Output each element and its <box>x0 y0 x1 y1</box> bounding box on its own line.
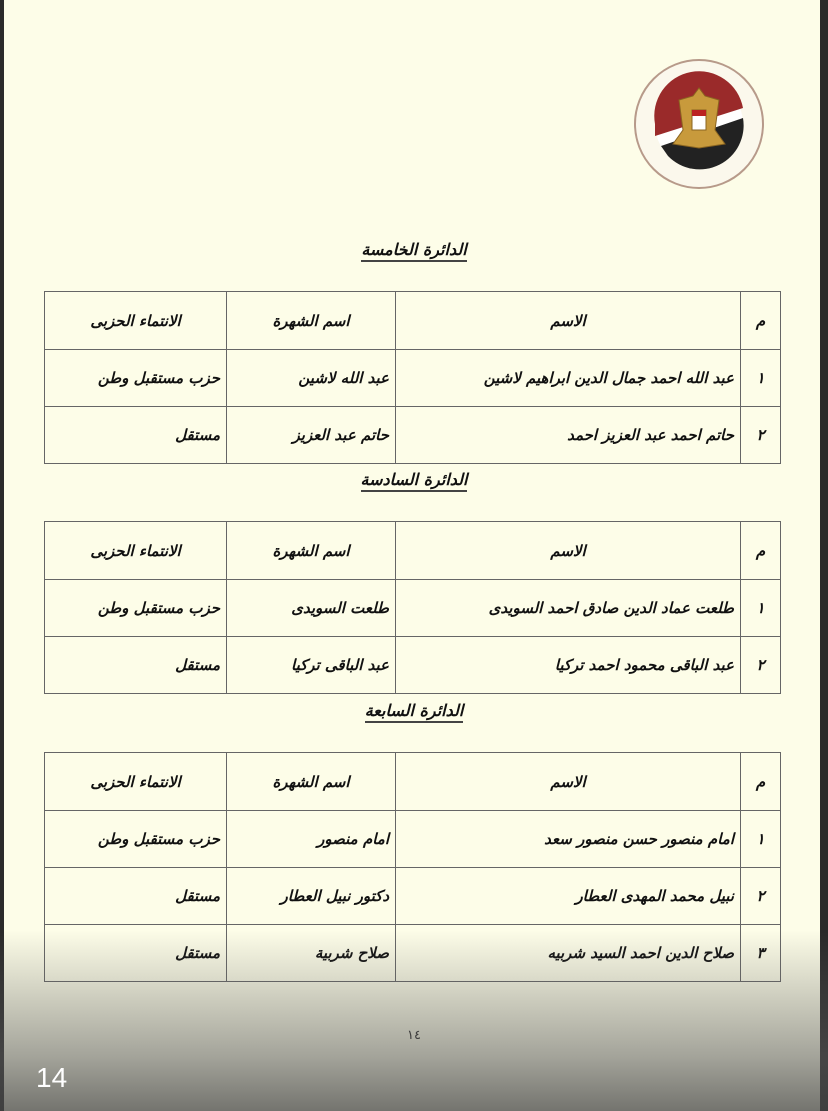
row-popular-name: امام منصور <box>226 810 396 868</box>
row-party: مستقل <box>44 924 227 982</box>
row-num: ١ <box>740 349 781 407</box>
row-popular-name: طلعت السويدى <box>226 579 396 637</box>
row-party: حزب مستقبل وطن <box>44 810 227 868</box>
row-popular-name: صلاح شربية <box>226 924 396 982</box>
col-party: الانتماء الحزبى <box>44 521 227 580</box>
row-party: مستقل <box>44 636 227 694</box>
row-num: ٢ <box>740 406 781 464</box>
row-party: مستقل <box>44 867 227 925</box>
row-party: حزب مستقبل وطن <box>44 349 227 407</box>
row-party: حزب مستقبل وطن <box>44 579 227 637</box>
row-name: عبد الباقى محمود احمد تركيا <box>395 636 741 694</box>
row-name: نبيل محمد المهدى العطار <box>395 867 741 925</box>
candidates-table: م الاسم اسم الشهرة الانتماء الحزبى ١ امام من… <box>44 752 781 982</box>
col-num: م <box>740 521 781 580</box>
candidates-table: م الاسم اسم الشهرة الانتماء الحزبى ١ طلعت عم… <box>44 521 781 694</box>
table-row: ٢ نبيل محمد المهدى العطار دكتور نبيل العطا… <box>44 867 781 925</box>
table-row: ٣ صلاح الدين احمد السيد شربيه صلاح شربية مس… <box>44 924 781 982</box>
col-name: الاسم <box>395 291 741 350</box>
col-num: م <box>740 752 781 811</box>
col-name: الاسم <box>395 752 741 811</box>
table-header: م الاسم اسم الشهرة الانتماء الحزبى <box>44 752 781 811</box>
col-party: الانتماء الحزبى <box>44 752 227 811</box>
col-num: م <box>740 291 781 350</box>
row-num: ٣ <box>740 924 781 982</box>
row-name: حاتم احمد عبد العزيز احمد <box>395 406 741 464</box>
col-popular-name: اسم الشهرة <box>226 521 396 580</box>
col-popular-name: اسم الشهرة <box>226 291 396 350</box>
row-party: مستقل <box>44 406 227 464</box>
national-election-authority-logo <box>634 59 764 189</box>
table-row: ١ امام منصور حسن منصور سعد امام منصور حزب م… <box>44 810 781 868</box>
row-popular-name: عبد الله لاشين <box>226 349 396 407</box>
col-party: الانتماء الحزبى <box>44 291 227 350</box>
table-row: ١ طلعت عماد الدين صادق احمد السويدى طلعت ا… <box>44 579 781 637</box>
image-index-label: 14 <box>36 1062 68 1093</box>
row-popular-name: عبد الباقى تركيا <box>226 636 396 694</box>
row-popular-name: حاتم عبد العزيز <box>226 406 396 464</box>
table-row: ٢ عبد الباقى محمود احمد تركيا عبد الباقى ت… <box>44 636 781 694</box>
row-name: صلاح الدين احمد السيد شربيه <box>395 924 741 982</box>
row-num: ٢ <box>740 867 781 925</box>
col-popular-name: اسم الشهرة <box>226 752 396 811</box>
table-header: م الاسم اسم الشهرة الانتماء الحزبى <box>44 521 781 580</box>
row-popular-name: دكتور نبيل العطار <box>226 867 396 925</box>
row-num: ٢ <box>740 636 781 694</box>
table-row: ١ عبد الله احمد جمال الدين ابراهيم لاشين ع… <box>44 349 781 407</box>
table-row: ٢ حاتم احمد عبد العزيز احمد حاتم عبد العزي… <box>44 406 781 464</box>
table-header: م الاسم اسم الشهرة الانتماء الحزبى <box>44 291 781 350</box>
row-name: طلعت عماد الدين صادق احمد السويدى <box>395 579 741 637</box>
col-name: الاسم <box>395 521 741 580</box>
row-name: عبد الله احمد جمال الدين ابراهيم لاشين <box>395 349 741 407</box>
candidates-table: م الاسم اسم الشهرة الانتماء الحزبى ١ عبد الل… <box>44 291 781 464</box>
row-num: ١ <box>740 579 781 637</box>
section-title: الدائرة الخامسة <box>0 240 828 262</box>
section-title: الدائرة السابعة <box>0 701 828 723</box>
row-name: امام منصور حسن منصور سعد <box>395 810 741 868</box>
section-title: الدائرة السادسة <box>0 470 828 492</box>
row-num: ١ <box>740 810 781 868</box>
page-number: ١٤ <box>407 1028 421 1043</box>
